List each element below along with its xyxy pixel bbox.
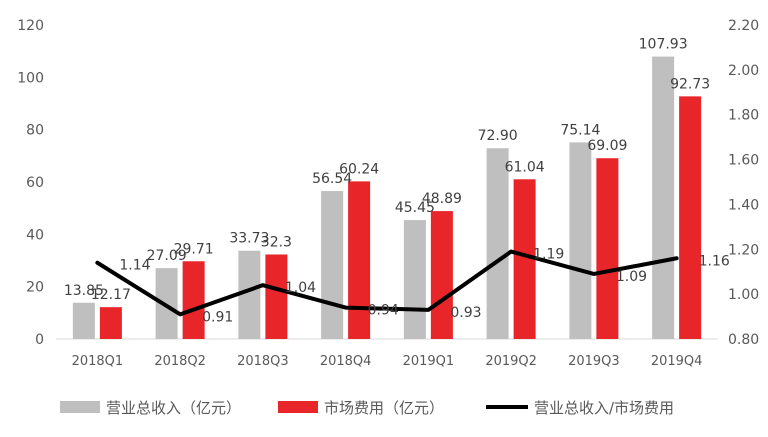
marketing-bar [513,179,536,339]
revenue-data-label: 27.09 [147,248,187,264]
legend-label-marketing: 市场费用（亿元） [324,399,444,417]
legend: 营业总收入（亿元） 市场费用（亿元） 营业总收入/市场费用 [60,399,674,417]
legend-swatch-revenue [60,401,100,413]
left-axis-tick: 100 [17,70,44,86]
legend-label-ratio: 营业总收入/市场费用 [534,399,674,417]
ratio-data-label: 1.04 [285,280,316,296]
revenue-bar [72,302,95,339]
right-axis-tick: 1.40 [728,197,759,213]
left-axis-tick: 20 [26,280,44,296]
marketing-data-label: 29.71 [174,241,214,257]
revenue-bar [321,191,344,339]
ratio-line-path [95,249,679,317]
x-axis: 2018Q1 2018Q2 2018Q3 2018Q4 2019Q1 2019Q2 2019… [56,338,718,369]
marketing-data-label: 92.73 [670,76,710,92]
revenue-data-label: 56.54 [312,171,352,187]
right-axis-tick: 2.20 [728,18,759,34]
ratio-data-label: 1.16 [699,253,730,269]
legend-label-revenue: 营业总收入（亿元） [106,399,241,417]
x-axis-tick: 2018Q2 [154,354,206,369]
marketing-bar [265,254,288,339]
marketing-bar [348,181,371,339]
x-axis-tick: 2019Q3 [568,354,620,369]
left-axis-tick: 60 [26,175,44,191]
ratio-data-label: 0.93 [450,305,481,321]
revenue-data-label: 107.93 [639,37,688,53]
bars [72,56,702,340]
ratio-data-label: 1.19 [533,247,564,263]
x-axis-tick: 2018Q1 [72,354,124,369]
left-axis: 0 20 40 60 80 100 120 [17,18,44,348]
revenue-bar [486,148,509,339]
right-axis-tick: 1.60 [728,153,759,169]
marketing-data-label: 60.24 [339,161,379,177]
revenue-bar [403,220,426,339]
right-axis-tick: 2.00 [728,63,759,79]
x-axis-tick: 2019Q4 [651,354,703,369]
marketing-bar [596,158,619,339]
marketing-bar [430,211,453,339]
right-axis-tick: 1.00 [728,287,759,303]
revenue-data-label: 13.85 [64,283,104,299]
marketing-data-label: 12.17 [91,287,131,303]
left-axis-tick: 40 [26,227,44,243]
marketing-bar [679,96,702,339]
marketing-data-label: 69.09 [587,138,627,154]
x-axis-tick: 2018Q4 [320,354,372,369]
left-axis-tick: 120 [17,18,44,34]
marketing-data-label: 48.89 [422,191,462,207]
marketing-data-label: 61.04 [505,159,545,175]
x-axis-tick: 2019Q1 [403,354,455,369]
marketing-bar [182,261,205,339]
right-axis-tick: 0.80 [728,332,759,348]
ratio-line [95,249,679,317]
revenue-bar [238,250,261,339]
revenue-data-label: 33.73 [229,231,269,247]
revenue-bar [652,56,675,340]
ratio-data-label: 1.14 [119,258,150,274]
ratio-data-label: 0.91 [202,309,233,325]
revenue-data-label: 72.90 [478,128,518,144]
revenue-data-label: 75.14 [560,122,600,138]
right-axis-tick: 1.80 [728,108,759,124]
right-axis-tick: 1.20 [728,242,759,258]
legend-swatch-marketing [278,401,318,413]
revenue-bar [569,142,592,339]
left-axis-tick: 0 [35,332,44,348]
right-axis: 0.80 1.00 1.20 1.40 1.60 1.80 2.00 2.20 [728,18,759,348]
ratio-data-label: 1.09 [616,269,647,285]
x-axis-tick: 2018Q3 [237,354,289,369]
x-axis-tick: 2019Q2 [485,354,537,369]
revenue-data-label: 45.45 [395,200,435,216]
left-axis-tick: 80 [26,123,44,139]
marketing-data-label: 32.3 [261,234,292,250]
marketing-bar [99,307,122,339]
ratio-data-label: 0.94 [368,303,399,319]
